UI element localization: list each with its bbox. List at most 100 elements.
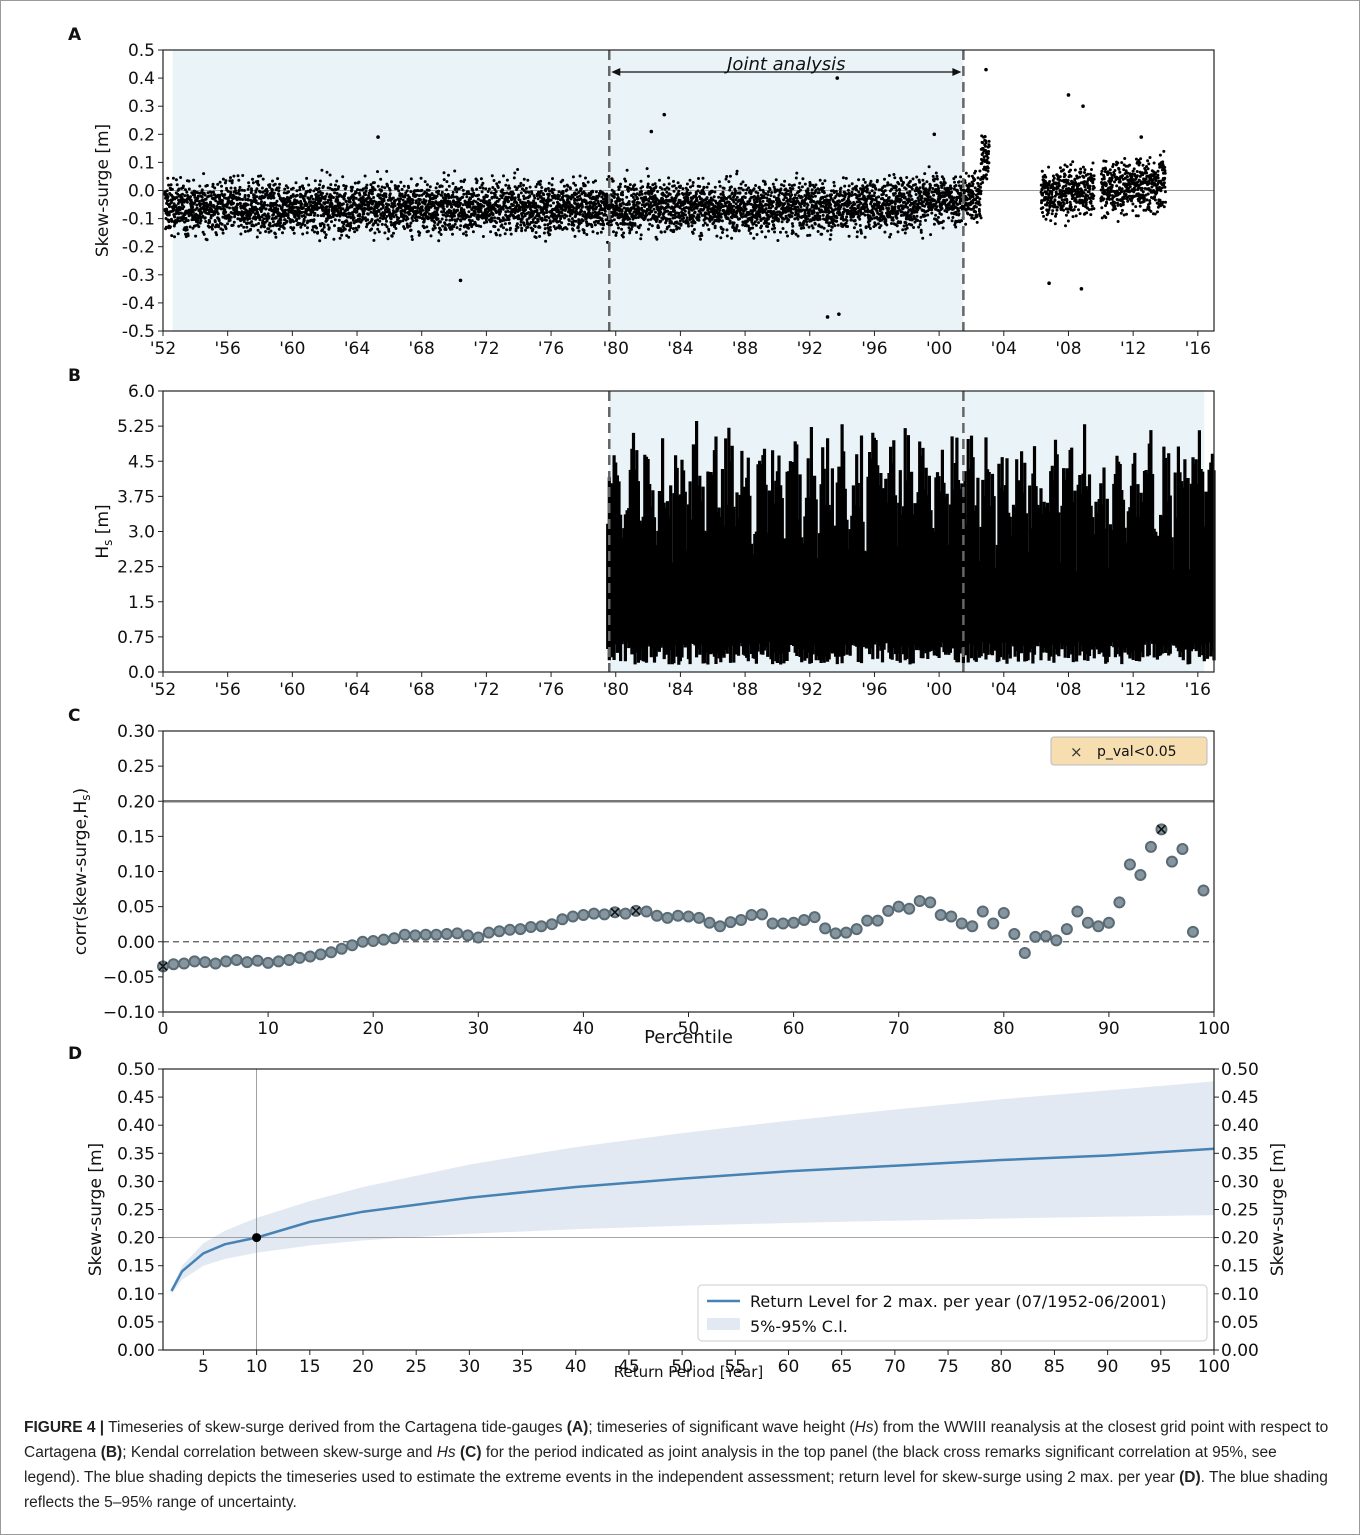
data-point <box>718 184 722 188</box>
data-point <box>503 222 507 226</box>
data-point <box>699 237 702 241</box>
data-point <box>375 214 379 218</box>
data-point <box>165 207 169 211</box>
data-point <box>419 176 423 180</box>
data-point <box>639 190 643 193</box>
data-point <box>565 188 569 192</box>
data-point <box>667 182 671 186</box>
data-point <box>580 209 584 213</box>
data-point <box>825 194 829 198</box>
data-point <box>491 213 495 217</box>
data-point <box>755 233 759 236</box>
data-point <box>191 205 195 209</box>
data-point <box>513 171 517 175</box>
data-point <box>764 207 768 211</box>
panel-letter: A <box>68 25 82 45</box>
data-point <box>277 189 281 193</box>
data-point <box>720 212 724 216</box>
data-point <box>656 190 660 194</box>
data-point <box>470 219 474 223</box>
data-point <box>617 226 620 230</box>
data-point <box>318 179 322 183</box>
data-point <box>637 208 641 212</box>
data-point <box>688 191 692 195</box>
data-point <box>232 201 235 205</box>
data-point <box>221 199 224 202</box>
data-point <box>268 222 272 226</box>
data-point <box>240 188 244 192</box>
data-point <box>283 208 287 212</box>
data-point <box>789 189 793 193</box>
data-point <box>679 222 683 226</box>
data-point <box>752 187 756 191</box>
data-point <box>577 229 581 233</box>
data-point <box>487 187 491 191</box>
data-point <box>489 230 493 234</box>
data-point <box>559 217 563 221</box>
data-point <box>757 221 760 225</box>
data-point <box>705 223 709 227</box>
data-point <box>814 183 818 187</box>
data-point <box>594 190 598 194</box>
data-point <box>167 213 171 217</box>
data-point <box>283 187 287 191</box>
data-point <box>233 215 237 219</box>
data-point <box>239 223 243 227</box>
data-point <box>807 191 811 195</box>
data-point <box>424 199 428 203</box>
data-point <box>639 179 643 183</box>
data-point <box>625 195 629 199</box>
data-point <box>818 214 822 218</box>
data-point <box>379 177 383 181</box>
data-point <box>737 229 741 233</box>
data-point <box>185 228 189 232</box>
data-point <box>805 220 809 224</box>
data-point <box>646 174 650 178</box>
data-point <box>366 218 370 222</box>
data-point <box>167 220 171 224</box>
data-point <box>734 227 738 231</box>
data-point <box>267 215 271 219</box>
data-point <box>561 191 565 195</box>
data-point <box>200 195 204 199</box>
data-point <box>546 187 550 190</box>
data-point <box>285 219 289 223</box>
data-point <box>707 182 711 186</box>
data-point <box>408 224 412 228</box>
data-point <box>223 208 227 212</box>
data-point <box>429 234 433 238</box>
data-point <box>287 190 291 194</box>
data-point <box>813 194 817 198</box>
data-point <box>241 174 245 177</box>
data-point <box>519 191 523 195</box>
data-point <box>618 185 622 189</box>
data-point <box>209 216 213 220</box>
data-point <box>789 206 793 210</box>
data-point <box>420 188 424 192</box>
data-point <box>593 223 597 227</box>
data-point <box>755 200 759 204</box>
data-point <box>735 172 739 176</box>
data-point <box>213 220 217 224</box>
data-point <box>384 192 388 196</box>
data-point <box>800 185 804 189</box>
data-point <box>545 211 549 214</box>
data-point <box>365 183 369 187</box>
data-point <box>806 187 810 191</box>
data-point <box>258 231 262 235</box>
data-point <box>458 227 462 231</box>
data-point <box>333 224 336 228</box>
data-point <box>230 181 234 185</box>
data-point <box>198 221 202 225</box>
data-point <box>399 197 403 201</box>
data-point <box>249 212 253 216</box>
data-point <box>779 230 782 234</box>
data-point <box>550 183 554 187</box>
data-point <box>238 202 242 206</box>
data-point <box>303 223 307 227</box>
data-point <box>283 218 287 222</box>
data-point <box>257 183 261 187</box>
data-point <box>377 210 381 213</box>
data-point <box>700 213 704 217</box>
data-point <box>645 213 649 217</box>
